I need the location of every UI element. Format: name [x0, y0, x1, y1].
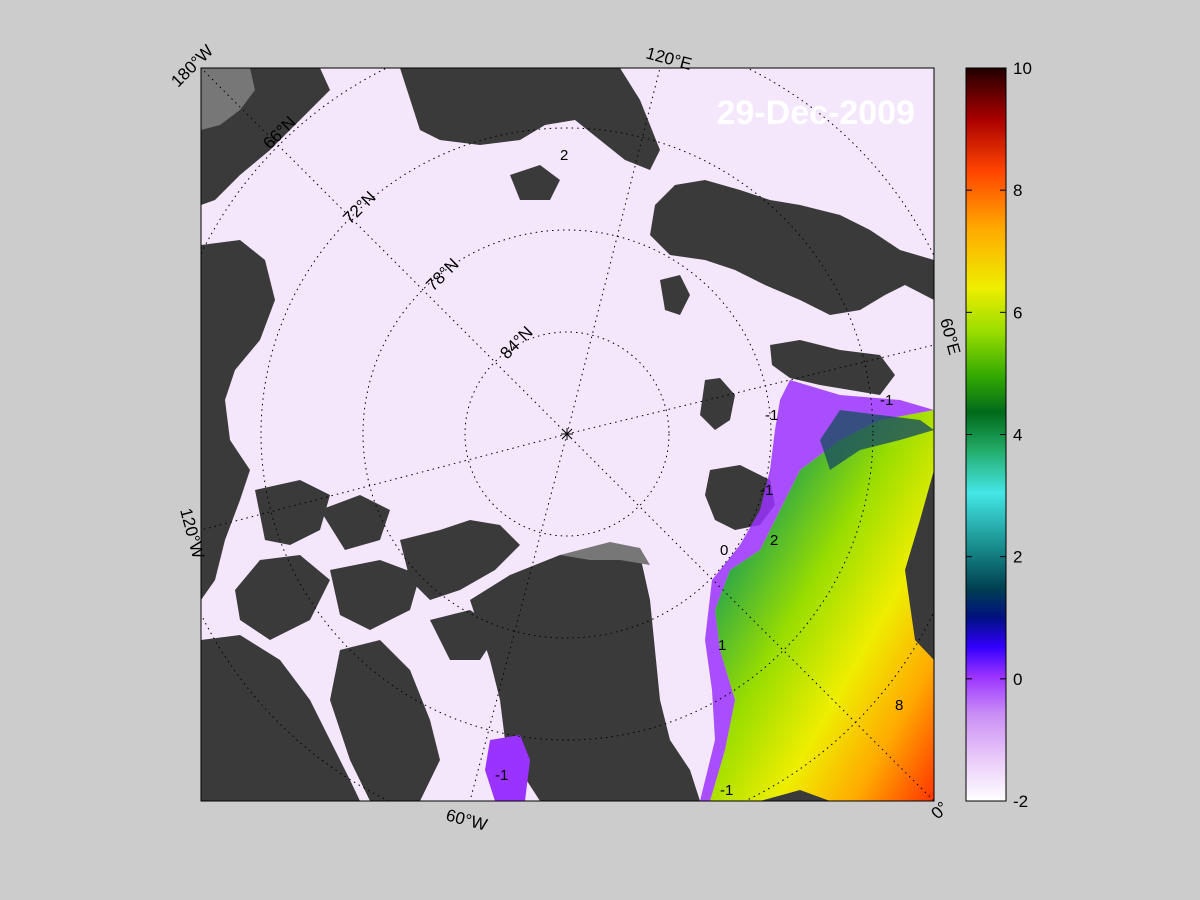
- contour-label: -1: [880, 392, 893, 409]
- colorbar-tick-label: 4: [1013, 426, 1022, 445]
- lon-label-60w: 60°W: [444, 806, 489, 835]
- north-pole-marker: [561, 428, 573, 440]
- contour-label: 1: [718, 637, 726, 654]
- contour-label: 8: [895, 697, 903, 714]
- lon-label-60e: 60°E: [936, 316, 964, 357]
- contour-label: -1: [720, 782, 733, 799]
- colorbar-gradient: [965, 67, 1007, 802]
- land-greenland: [470, 548, 700, 801]
- land-greenland-shelf: [560, 542, 650, 565]
- atlantic-deep-band: [820, 410, 934, 470]
- contour-label: 2: [770, 532, 778, 549]
- colorbar-tick-label: 8: [1013, 181, 1022, 200]
- map-panel: 66°N 72°N 78°N 84°N -1 -1 0 2 1 -1 -1 8 …: [201, 68, 934, 801]
- land-severnaya: [510, 165, 560, 200]
- contour-label: -1: [760, 482, 773, 499]
- colorbar-tick-label: -2: [1013, 792, 1028, 811]
- date-label: 29-Dec-2009: [717, 94, 915, 132]
- land-canada-west: [201, 240, 275, 600]
- lon-label-0: 0°: [927, 798, 952, 823]
- colorbar-tick-label: 6: [1013, 303, 1022, 322]
- colorbar-tick-label: 10: [1013, 59, 1032, 78]
- graticule: [201, 68, 934, 801]
- colorbar-tick-label: 0: [1013, 670, 1022, 689]
- contour-label: -1: [495, 767, 508, 784]
- contour-label: -1: [765, 407, 778, 424]
- colorbar-tick-label: 2: [1013, 548, 1022, 567]
- baffin-warm-patch: [485, 735, 530, 801]
- contour-label: 0: [720, 542, 728, 559]
- map-frame: [200, 67, 935, 802]
- land-novaya-zemlya: [770, 340, 895, 395]
- contour-labels: -1 -1 0 2 1 -1 -1 8 2 -1: [495, 147, 903, 799]
- contour-label: 2: [560, 147, 568, 164]
- colorbar-ticks: 10 8 6 4 2 0 -2: [966, 59, 1032, 811]
- land-svalbard: [660, 275, 775, 530]
- colorbar: 10 8 6 4 2 0 -2: [965, 59, 1032, 811]
- atlantic-warm-water: [710, 410, 934, 801]
- land-alaska-shelf: [201, 68, 255, 130]
- land-archipelago: [201, 480, 520, 801]
- land-siberia: [201, 68, 934, 315]
